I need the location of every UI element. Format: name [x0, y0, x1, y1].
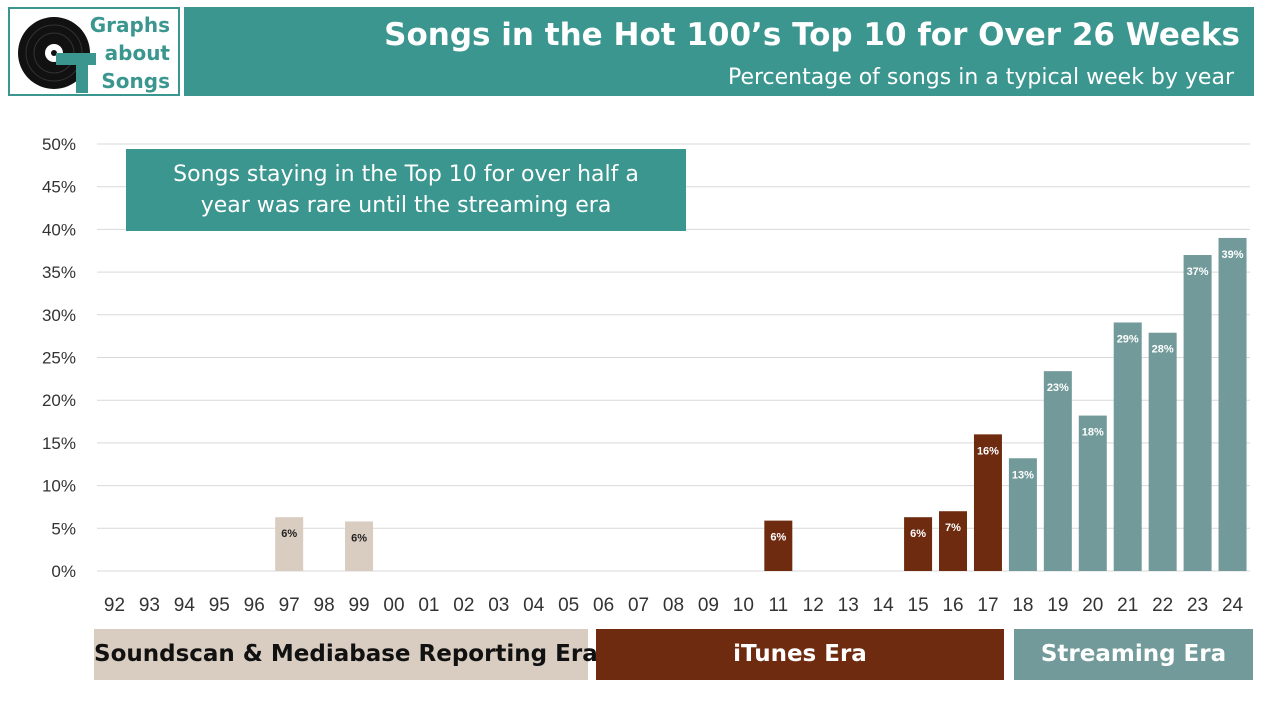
- y-tick-label: 35%: [42, 263, 76, 282]
- logo-line-3: Songs: [101, 69, 170, 93]
- x-tick-label: 12: [803, 595, 824, 616]
- chart-subtitle: Percentage of songs in a typical week by…: [727, 65, 1234, 90]
- x-tick-label: 21: [1117, 595, 1138, 616]
- x-tick-label: 92: [104, 595, 125, 616]
- data-label: 39%: [1222, 249, 1244, 261]
- data-label: 23%: [1047, 382, 1069, 394]
- logo: Graphs about Songs: [8, 7, 180, 96]
- x-tick-label: 13: [838, 595, 859, 616]
- bar: [939, 511, 968, 571]
- y-tick-label: 30%: [42, 306, 76, 325]
- x-tick-label: 07: [628, 595, 649, 616]
- logo-line-2: about: [104, 41, 170, 65]
- x-tick-label: 09: [698, 595, 719, 616]
- bar: [1183, 255, 1212, 571]
- x-tick-label: 22: [1152, 595, 1173, 616]
- x-tick-label: 95: [209, 595, 230, 616]
- vinyl-record-icon: [18, 17, 96, 93]
- y-tick-label: 45%: [42, 178, 76, 197]
- logo-text: Graphs about Songs: [90, 11, 170, 95]
- annotation-line-1: Songs staying in the Top 10 for over hal…: [173, 162, 639, 187]
- bar: [904, 517, 933, 571]
- x-tick-label: 03: [488, 595, 509, 616]
- x-tick-label: 94: [174, 595, 196, 616]
- x-tick-label: 01: [418, 595, 439, 616]
- x-tick-label: 02: [453, 595, 474, 616]
- era-label-soundscan: Soundscan & Mediabase Reporting Era: [94, 629, 598, 680]
- bar: [1078, 415, 1107, 571]
- x-tick-label: 15: [908, 595, 929, 616]
- x-tick-label: 11: [768, 595, 788, 616]
- x-tick-label: 18: [1012, 595, 1033, 616]
- x-tick-label: 04: [523, 595, 545, 616]
- bar: [1113, 322, 1142, 571]
- x-tick-label: 16: [942, 595, 963, 616]
- bar: [275, 517, 304, 571]
- x-tick-label: 99: [348, 595, 369, 616]
- data-label: 29%: [1117, 333, 1139, 345]
- data-label: 18%: [1082, 427, 1104, 439]
- data-label: 6%: [770, 532, 786, 544]
- header-bar: Songs in the Hot 100’s Top 10 for Over 2…: [184, 7, 1254, 96]
- bar: [764, 520, 793, 571]
- era-label-itunes: iTunes Era: [596, 629, 1004, 680]
- x-tick-label: 05: [558, 595, 579, 616]
- x-tick-label: 24: [1222, 595, 1244, 616]
- x-tick-label: 00: [383, 595, 404, 616]
- y-tick-label: 10%: [42, 477, 76, 496]
- y-tick-label: 0%: [51, 562, 76, 581]
- era-label-streaming: Streaming Era: [1014, 629, 1253, 680]
- y-tick-label: 5%: [51, 519, 76, 538]
- x-tick-label: 06: [593, 595, 614, 616]
- bar: [973, 434, 1002, 571]
- data-label: 16%: [977, 445, 999, 457]
- x-tick-label: 23: [1187, 595, 1208, 616]
- data-label: 6%: [910, 528, 926, 540]
- data-label: 28%: [1152, 344, 1174, 356]
- x-tick-label: 97: [279, 595, 300, 616]
- x-tick-label: 17: [977, 595, 998, 616]
- bar: [1008, 458, 1037, 571]
- annotation-line-2: year was rare until the streaming era: [200, 193, 612, 218]
- x-tick-label: 98: [314, 595, 335, 616]
- bar: [1148, 332, 1177, 571]
- data-label: 13%: [1012, 469, 1034, 481]
- x-tick-label: 14: [873, 595, 895, 616]
- chart-title: Songs in the Hot 100’s Top 10 for Over 2…: [384, 17, 1240, 53]
- x-tick-label: 96: [244, 595, 265, 616]
- data-label: 7%: [945, 522, 961, 534]
- annotation-box: Songs staying in the Top 10 for over hal…: [126, 149, 686, 231]
- x-tick-label: 08: [663, 595, 684, 616]
- data-label: 6%: [351, 532, 367, 544]
- y-tick-label: 15%: [42, 434, 76, 453]
- data-label: 6%: [281, 528, 297, 540]
- bar: [1043, 371, 1072, 571]
- logo-line-1: Graphs: [89, 13, 170, 37]
- y-tick-label: 50%: [42, 135, 76, 154]
- bar: [345, 521, 374, 571]
- x-tick-label: 10: [733, 595, 754, 616]
- x-tick-label: 93: [139, 595, 160, 616]
- bar: [1218, 237, 1247, 571]
- x-tick-label: 20: [1082, 595, 1103, 616]
- data-label: 37%: [1187, 266, 1209, 278]
- y-tick-label: 25%: [42, 349, 76, 368]
- y-tick-label: 40%: [42, 220, 76, 239]
- y-tick-label: 20%: [42, 391, 76, 410]
- x-tick-label: 19: [1047, 595, 1068, 616]
